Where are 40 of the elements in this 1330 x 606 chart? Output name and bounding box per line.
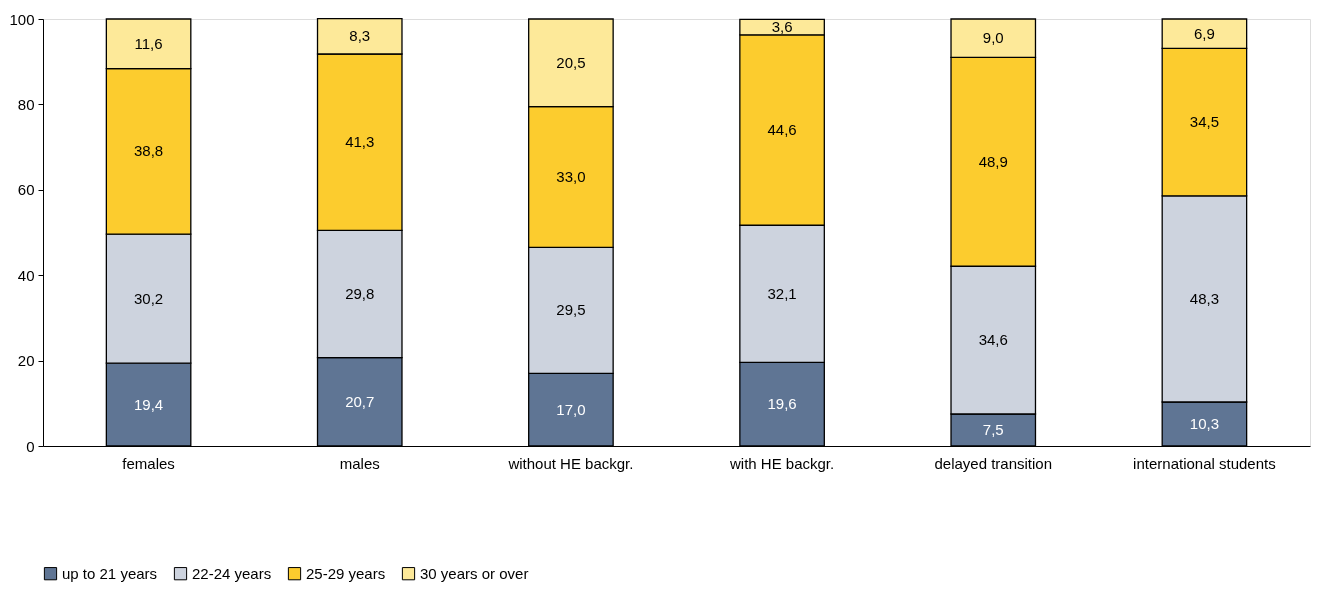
x-tick-label: without HE backgr. — [507, 454, 634, 472]
data-label: 17,0 — [556, 400, 586, 418]
data-label: 34,6 — [978, 331, 1008, 349]
legend-label: 22-24 years — [192, 564, 272, 582]
data-label: 10,3 — [1189, 415, 1220, 433]
data-label: 48,9 — [978, 152, 1008, 170]
data-label: 44,6 — [767, 121, 797, 139]
y-tick-label: 40 — [17, 266, 35, 284]
data-label: 19,6 — [767, 395, 797, 413]
y-tick-label: 60 — [17, 181, 35, 199]
legend-label: up to 21 years — [62, 564, 158, 582]
data-label: 8,3 — [349, 27, 371, 45]
data-label: 29,8 — [345, 284, 375, 302]
data-label: 19,4 — [133, 395, 164, 413]
y-tick-label: 0 — [26, 437, 35, 455]
data-label: 41,3 — [345, 133, 375, 151]
x-tick-label: females — [122, 454, 175, 472]
y-tick-label: 80 — [17, 95, 35, 113]
data-label: 34,5 — [1189, 113, 1220, 131]
data-label: 3,6 — [771, 18, 793, 36]
data-label: 33,0 — [556, 167, 586, 185]
x-tick-label: delayed transition — [934, 454, 1053, 472]
x-tick-label: males — [339, 454, 380, 472]
legend-label: 30 years or over — [420, 564, 529, 582]
data-label: 20,7 — [345, 392, 375, 410]
data-label: 32,1 — [767, 284, 797, 302]
data-label: 38,8 — [133, 142, 164, 160]
data-label: 9,0 — [982, 29, 1004, 47]
y-tick-label: 100 — [9, 10, 35, 28]
data-label: 48,3 — [1189, 289, 1220, 307]
data-label: 30,2 — [133, 289, 164, 307]
data-label: 20,5 — [556, 53, 586, 71]
y-tick-label: 20 — [17, 352, 35, 370]
legend-label: 25-29 years — [306, 564, 386, 582]
data-label: 29,5 — [556, 301, 586, 319]
data-label: 11,6 — [134, 34, 163, 52]
x-tick-label: international students — [1133, 454, 1276, 472]
x-tick-label: with HE backgr. — [728, 454, 835, 472]
data-label: 7,5 — [982, 420, 1004, 438]
data-label: 6,9 — [1193, 24, 1215, 42]
